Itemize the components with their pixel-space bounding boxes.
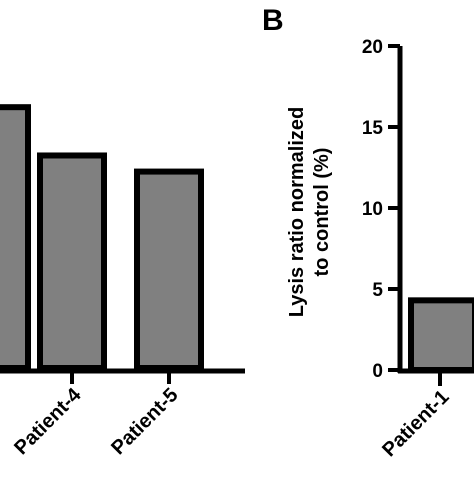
bar-patient-1	[408, 297, 474, 373]
y-tick-label: 0	[372, 361, 383, 382]
y-tick-label: 20	[362, 37, 383, 58]
x-tick-label: Patient-4	[10, 383, 86, 459]
y-tick-label: 5	[372, 280, 383, 301]
bar-patient-4	[37, 152, 107, 371]
y-tick-label: 10	[362, 199, 383, 220]
panel-b: B Lysis ratio normalized to control (%) …	[262, 4, 474, 461]
panel-a: Patient-4 Patient-5	[0, 104, 245, 459]
bar-bar-0	[0, 104, 31, 372]
y-axis-label-line-1: Lysis ratio normalized	[286, 107, 308, 317]
y-axis-label-line-2: to control (%)	[311, 148, 333, 277]
bar-patient-5	[134, 168, 204, 371]
x-tick-label: Patient-1	[378, 386, 453, 461]
panel-b-label: B	[262, 4, 284, 37]
x-tick-label: Patient-5	[107, 384, 182, 459]
y-tick-label: 15	[362, 118, 384, 139]
